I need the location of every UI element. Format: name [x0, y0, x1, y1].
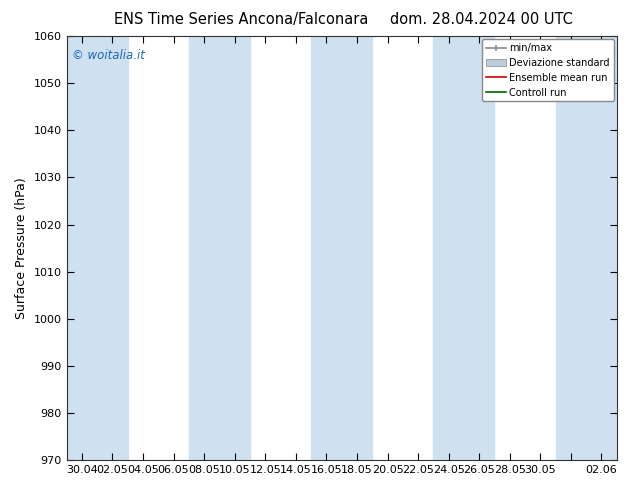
Bar — [67, 36, 127, 460]
Text: dom. 28.04.2024 00 UTC: dom. 28.04.2024 00 UTC — [391, 12, 573, 27]
Text: ENS Time Series Ancona/Falconara: ENS Time Series Ancona/Falconara — [113, 12, 368, 27]
Bar — [189, 36, 250, 460]
Bar — [434, 36, 495, 460]
Y-axis label: Surface Pressure (hPa): Surface Pressure (hPa) — [15, 177, 28, 319]
Text: © woitalia.it: © woitalia.it — [72, 49, 145, 62]
Bar — [555, 36, 617, 460]
Bar — [311, 36, 372, 460]
Legend: min/max, Deviazione standard, Ensemble mean run, Controll run: min/max, Deviazione standard, Ensemble m… — [482, 39, 614, 101]
